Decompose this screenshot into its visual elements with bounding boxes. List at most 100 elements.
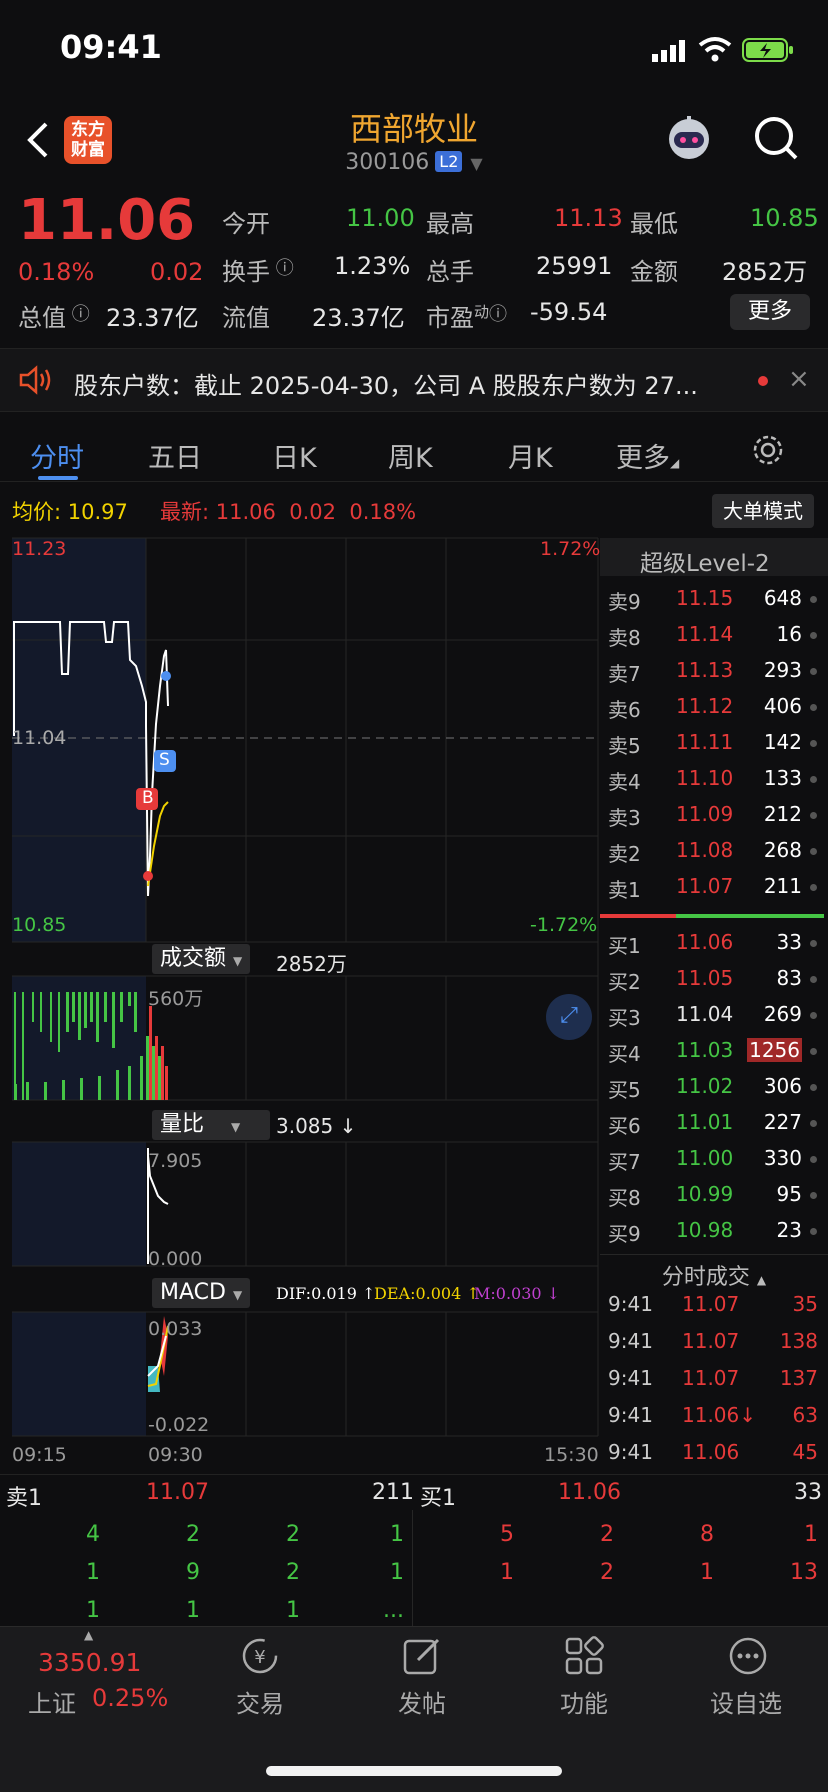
ratio-selector[interactable]: 量比 ▼	[152, 1110, 270, 1140]
time-start: 09:15	[12, 1444, 67, 1466]
tab-intraday[interactable]: 分时	[30, 443, 84, 474]
app-logo: 东方财富	[64, 116, 112, 164]
bid-row-price[interactable]: 11.01	[676, 1110, 734, 1134]
buy-marker	[136, 788, 158, 810]
price-line	[13, 621, 169, 897]
bid-row-label: 买2	[608, 970, 641, 994]
macd-axis-top: 0.033	[148, 1318, 203, 1340]
bid-row-price[interactable]: 10.99	[676, 1182, 734, 1206]
ask-row-price[interactable]: 11.09	[676, 802, 734, 826]
avg-price: 均价: 10.97	[12, 500, 128, 524]
tab-more[interactable]: 更多◢	[616, 443, 680, 474]
volume-selector[interactable]: 成交额 ▼	[152, 944, 251, 974]
ask-row-price[interactable]: 11.11	[676, 730, 734, 754]
ask-row-price[interactable]: 11.15	[676, 586, 734, 610]
ask-row-price[interactable]: 11.10	[676, 766, 734, 790]
ask-row-price[interactable]: 11.14	[676, 622, 734, 646]
bid-row-label: 买3	[608, 1006, 641, 1030]
search-icon[interactable]	[752, 114, 800, 166]
queue-sell-cell: 1	[286, 1598, 300, 1623]
stock-code[interactable]: 300106 L2 ▼	[0, 150, 828, 175]
queue-buy-vol: 33	[794, 1480, 822, 1505]
bid-row-price[interactable]: 11.05	[676, 966, 734, 990]
bid-row-label: 买6	[608, 1114, 641, 1138]
tick-vol: 63	[792, 1403, 818, 1427]
float-value: 23.37亿	[312, 304, 405, 332]
bid-row-price[interactable]: 11.02	[676, 1074, 734, 1098]
info-icon: ⓘ	[489, 304, 508, 325]
index-pct: 0.25%	[92, 1684, 169, 1712]
intraday-chart[interactable]	[0, 536, 600, 1476]
big-order-mode-button[interactable]: 大单模式	[712, 494, 814, 528]
ask-row-price[interactable]: 11.13	[676, 658, 734, 682]
ask-row-volume: 293	[763, 658, 802, 682]
trade-icon[interactable]: ¥	[240, 1636, 280, 1676]
tick-price: 11.07	[682, 1292, 740, 1316]
function-grid-icon[interactable]	[564, 1636, 604, 1676]
tab-monthly-k[interactable]: 月K	[508, 443, 553, 474]
tab-five-day[interactable]: 五日	[148, 443, 202, 474]
notice-bar[interactable]	[0, 348, 828, 412]
robot-assistant-icon[interactable]	[664, 114, 714, 168]
tab-daily-k[interactable]: 日K	[272, 443, 317, 474]
ask-row-volume: 211	[763, 874, 802, 898]
post-icon[interactable]	[402, 1636, 442, 1676]
macd-axis-bottom: -0.022	[148, 1414, 210, 1436]
queue-sell-price: 11.07	[146, 1480, 209, 1505]
ask-row-price[interactable]: 11.12	[676, 694, 734, 718]
ask-row-volume: 212	[763, 802, 802, 826]
bid-row-price[interactable]: 11.03	[676, 1038, 734, 1062]
macd-m: M:0.030 ↓	[474, 1284, 561, 1303]
tick-time: 9:41	[608, 1292, 653, 1316]
queue-sell-cell: 2	[286, 1522, 300, 1547]
ticks-header[interactable]: 分时成交 ▲	[600, 1254, 828, 1291]
low-label: 最低	[630, 210, 678, 238]
ask-row-label: 卖3	[608, 806, 641, 830]
volume-axis-label: 560万	[148, 988, 204, 1010]
info-icon: ⓘ	[270, 258, 294, 279]
expand-icon[interactable]: ⤢	[546, 994, 592, 1040]
bid-row-dot	[810, 1048, 817, 1055]
index-name: 上证	[28, 1690, 76, 1718]
tab-add-watchlist[interactable]: 设自选	[710, 1690, 782, 1718]
home-indicator	[266, 1766, 562, 1776]
tab-weekly-k[interactable]: 周K	[388, 443, 433, 474]
dropdown-icon: ▼	[470, 154, 483, 173]
tab-trade[interactable]: 交易	[236, 1690, 284, 1718]
bid-row-volume: 95	[776, 1182, 802, 1206]
ask-row-price[interactable]: 11.07	[676, 874, 734, 898]
bid-row-label: 买1	[608, 934, 641, 958]
macd-selector[interactable]: MACD ▼	[152, 1278, 251, 1308]
volume-value: 2852万	[276, 952, 347, 976]
queue-sell-cell: 1	[86, 1560, 100, 1585]
float-label: 流值	[222, 304, 270, 332]
bid-row-price[interactable]: 10.98	[676, 1218, 734, 1242]
speaker-icon	[18, 364, 54, 400]
tab-function[interactable]: 功能	[560, 1690, 608, 1718]
ask-row-dot	[810, 884, 817, 891]
index-ticker[interactable]	[0, 1626, 180, 1736]
bid-row-dot	[810, 1192, 817, 1199]
tick-vol: 35	[792, 1292, 818, 1316]
ask-row-price[interactable]: 11.08	[676, 838, 734, 862]
ask-row-label: 卖9	[608, 590, 641, 614]
settings-gear-icon[interactable]	[750, 432, 786, 472]
order-queue	[0, 1474, 828, 1626]
bid-row-price[interactable]: 11.06	[676, 930, 734, 954]
tick-time: 9:41	[608, 1440, 653, 1464]
more-quote-button[interactable]: 更多	[730, 294, 810, 330]
change-pct: 0.18%	[18, 258, 95, 286]
ask-row-volume: 16	[776, 622, 802, 646]
back-button[interactable]	[26, 120, 50, 164]
volume-value: 25991	[536, 252, 613, 280]
close-icon[interactable]: ×	[788, 364, 810, 394]
more-dots-icon[interactable]	[728, 1636, 768, 1676]
bid-row-label: 买9	[608, 1222, 641, 1246]
queue-sell-cell: 2	[186, 1522, 200, 1547]
level2-title: 超级Level-2	[640, 551, 770, 577]
tab-post[interactable]: 发帖	[398, 1690, 446, 1718]
bid-row-price[interactable]: 11.04	[676, 1002, 734, 1026]
unread-dot	[758, 376, 768, 386]
signal-icon	[652, 40, 688, 66]
bid-row-price[interactable]: 11.00	[676, 1146, 734, 1170]
